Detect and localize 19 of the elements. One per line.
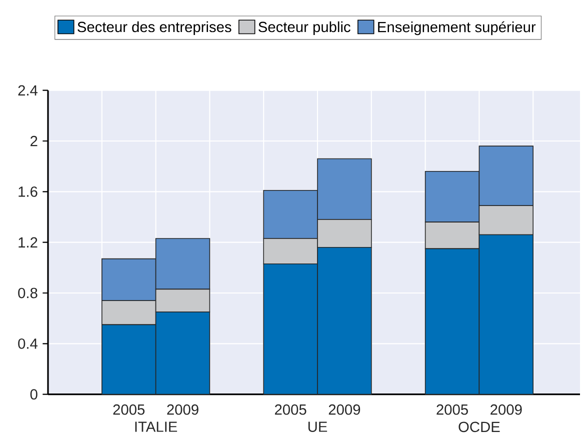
y-tick-label: 1.2	[18, 237, 38, 248]
legend-label: Secteur des entreprises	[78, 21, 232, 36]
x-tick-label: 2005	[436, 404, 468, 415]
x-tick-label: 2009	[490, 404, 522, 415]
text: OCDE	[458, 422, 500, 432]
text: ITALIE	[135, 422, 178, 432]
legend-label: Enseignement supérieur	[378, 21, 536, 36]
x-tick-label: 2005	[274, 404, 306, 415]
y-tick-label: 0	[30, 389, 38, 400]
y-tick-label: 0.4	[18, 338, 38, 349]
legend-label: Secteur public	[258, 21, 350, 36]
text: UE	[308, 422, 328, 432]
y-tick-label: 2.4	[18, 85, 38, 96]
x-tick-label: 2009	[328, 404, 360, 415]
y-tick-label: 1.6	[18, 186, 38, 197]
y-tick-label: 0.8	[18, 288, 38, 298]
x-tick-label: 2005	[113, 404, 145, 415]
y-tick-label: 2	[30, 136, 38, 146]
x-tick-label: 2009	[167, 404, 198, 415]
